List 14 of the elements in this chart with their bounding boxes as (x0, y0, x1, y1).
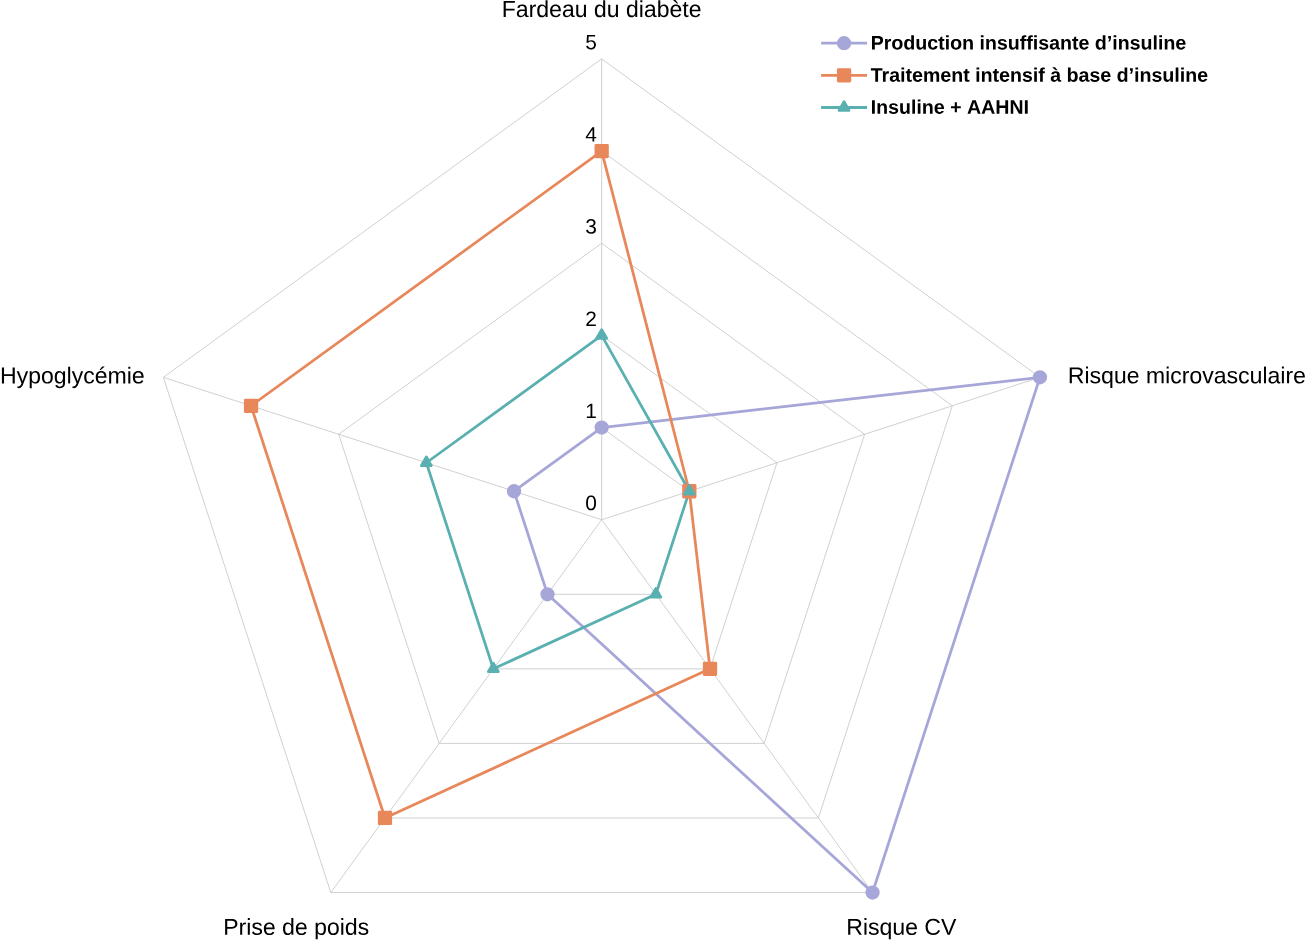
spoke-label: Prise de poids (225, 918, 369, 940)
spoke-label: Risque CV (848, 918, 957, 940)
spoke-label: Hypoglycémie (1, 366, 144, 389)
y-tick-label: 0 (586, 495, 597, 511)
y-tick-label: 1 (586, 404, 596, 419)
legend-label: Traitement intensif à base d’insuline (870, 67, 1208, 83)
spoke-label: Risque microvasculaire (1069, 366, 1305, 389)
y-tick-label: 4 (585, 127, 597, 142)
legend-label: Insuline + AAHNI (872, 99, 1028, 115)
y-tick-label: 2 (586, 311, 596, 327)
y-tick-label: 5 (586, 35, 596, 50)
legend-label: Production insuffisante d’insuline (872, 35, 1186, 50)
y-tick-label: 3 (586, 219, 596, 234)
spoke-label: Fardeau du diabète (503, 0, 701, 18)
